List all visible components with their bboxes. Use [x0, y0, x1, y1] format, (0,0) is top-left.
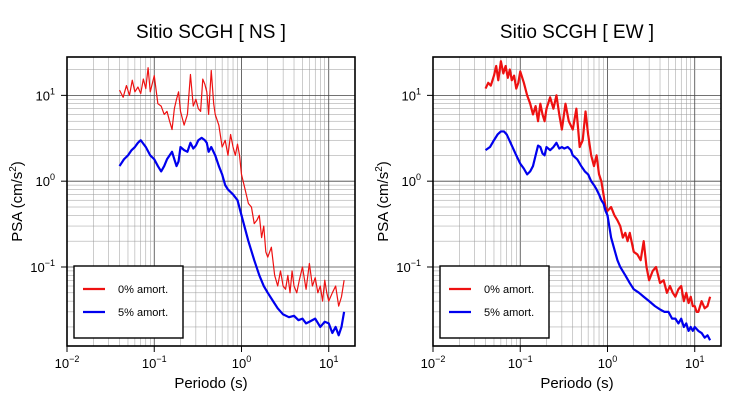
x-tick-exponent: −2: [69, 354, 79, 364]
y-tick-base: 10: [396, 260, 410, 275]
y-tick-exponent: 1: [416, 86, 421, 96]
x-tick-base: 10: [142, 356, 156, 371]
y-tick-base: 10: [36, 88, 50, 103]
y-axis-label-main: PSA (cm/s: [9, 172, 26, 242]
y-tick-base: 10: [36, 174, 50, 189]
x-tick-base: 10: [319, 356, 333, 371]
y-tick-label: 101: [402, 86, 421, 103]
x-tick-base: 10: [232, 356, 246, 371]
y-tick-base: 10: [402, 174, 416, 189]
legend-label: 5% amort.: [118, 307, 168, 319]
chart-title: Sitio SCGH [ EW ]: [500, 22, 654, 43]
x-tick-label: 100: [232, 354, 251, 371]
x-tick-exponent: 1: [333, 354, 338, 364]
y-axis-label-main: PSA (cm/s: [375, 172, 392, 242]
y-tick-label: 101: [36, 86, 55, 103]
x-tick-base: 10: [421, 356, 435, 371]
x-tick-label: 100: [598, 354, 617, 371]
x-tick-base: 10: [508, 356, 522, 371]
series-line-5pct: [118, 136, 346, 337]
legend: 0% amort. 5% amort.: [439, 265, 550, 339]
x-tick-exponent: −2: [435, 354, 445, 364]
x-tick-base: 10: [685, 356, 699, 371]
x-tick-exponent: 0: [246, 354, 251, 364]
y-axis-label: PSA (cm/s2): [374, 161, 392, 242]
y-tick-base: 10: [30, 260, 44, 275]
y-axis-label-tail: ): [9, 161, 26, 166]
y-axis-label-superscript: 2: [8, 166, 19, 172]
y-tick-label: 10−1: [396, 258, 421, 275]
x-tick-label: 101: [685, 354, 704, 371]
x-tick-base: 10: [598, 356, 612, 371]
series-line-0pct: [484, 60, 712, 313]
x-tick-exponent: −1: [522, 354, 532, 364]
y-tick-exponent: −1: [411, 258, 421, 268]
legend: 0% amort. 5% amort.: [73, 265, 184, 339]
x-tick-label: 101: [319, 354, 338, 371]
x-tick-label: 10−1: [508, 354, 533, 371]
series-line-0pct: [118, 67, 345, 307]
y-tick-exponent: 0: [50, 172, 55, 182]
legend-label: 5% amort.: [484, 307, 534, 319]
y-tick-label: 10−1: [30, 258, 55, 275]
legend-label: 0% amort.: [118, 284, 168, 296]
x-axis-label: Periodo (s): [540, 375, 613, 392]
series-line-5pct: [484, 130, 712, 341]
y-tick-label: 100: [402, 172, 421, 189]
y-axis-label: PSA (cm/s2): [8, 161, 26, 242]
x-tick-label: 10−2: [421, 354, 446, 371]
y-axis-label-tail: ): [375, 161, 392, 166]
x-axis-label: Periodo (s): [174, 375, 247, 392]
plot-frame: [66, 56, 356, 347]
x-tick-label: 10−2: [55, 354, 80, 371]
y-tick-base: 10: [402, 88, 416, 103]
y-tick-exponent: 1: [50, 86, 55, 96]
y-tick-exponent: −1: [45, 258, 55, 268]
x-tick-exponent: 0: [612, 354, 617, 364]
chart-title: Sitio SCGH [ NS ]: [136, 22, 286, 43]
x-tick-base: 10: [55, 356, 69, 371]
x-tick-exponent: 1: [699, 354, 704, 364]
y-tick-exponent: 0: [416, 172, 421, 182]
legend-box: [439, 265, 550, 339]
plot-frame: [432, 56, 722, 347]
x-tick-label: 10−1: [142, 354, 167, 371]
y-axis-label-superscript: 2: [374, 166, 385, 172]
y-tick-label: 100: [36, 172, 55, 189]
legend-label: 0% amort.: [484, 284, 534, 296]
x-tick-exponent: −1: [156, 354, 166, 364]
legend-box: [73, 265, 184, 339]
